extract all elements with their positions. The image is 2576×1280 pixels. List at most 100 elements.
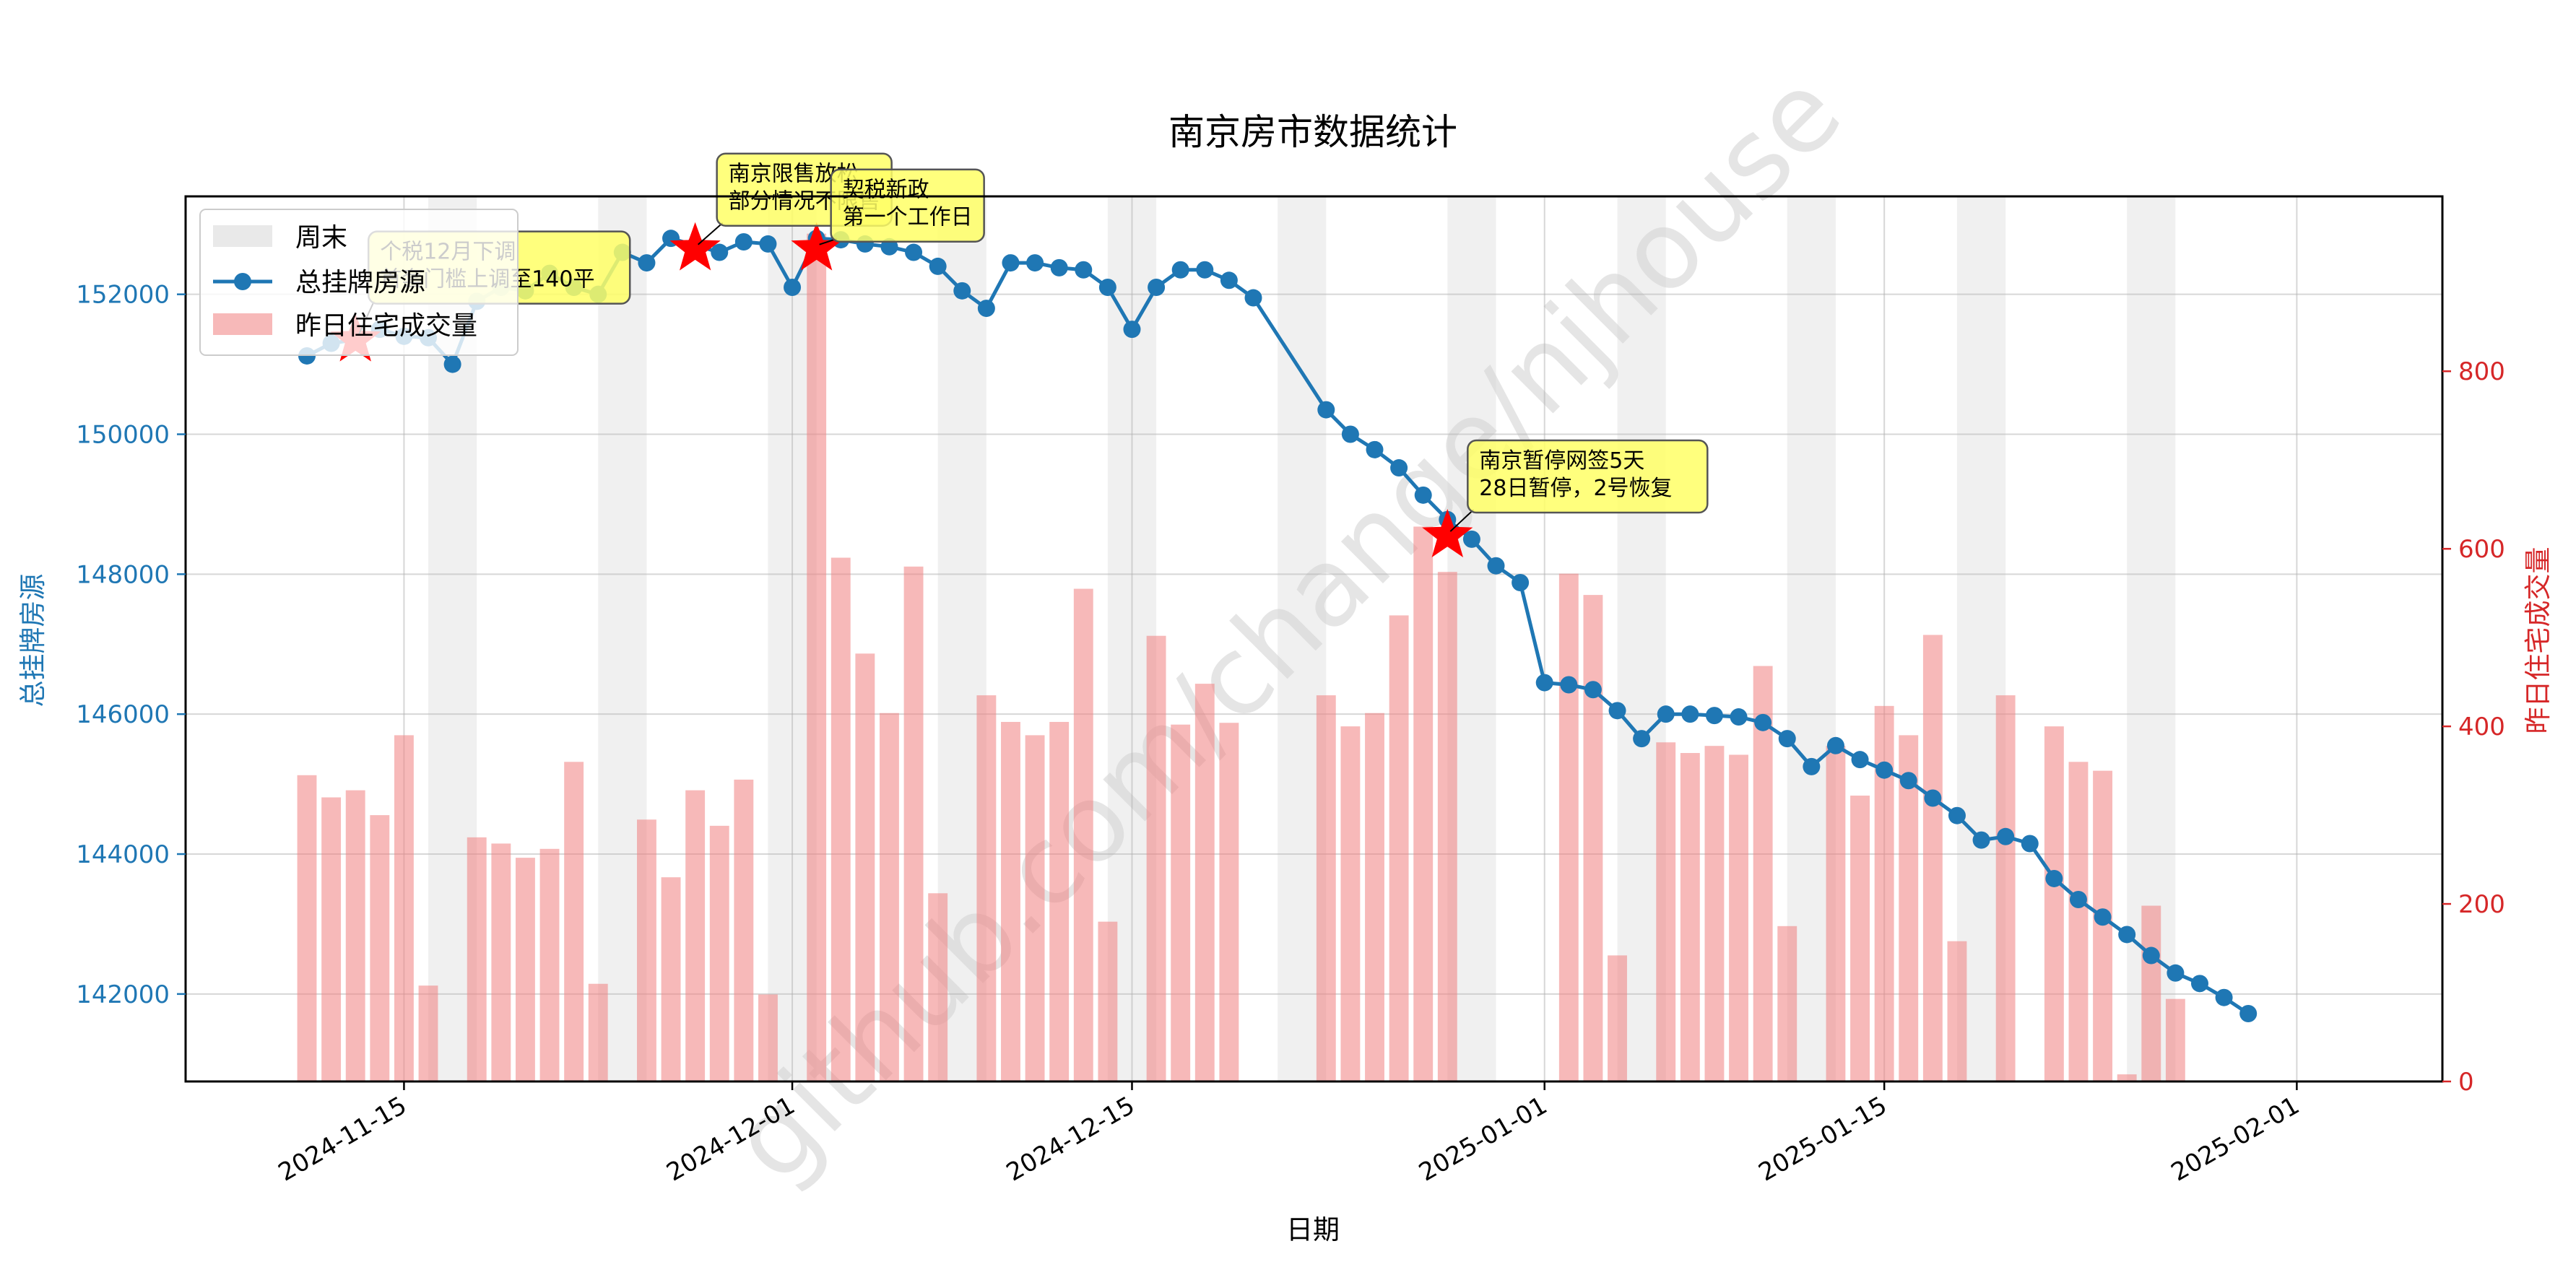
event-star-3 bbox=[1422, 509, 1473, 557]
bar-2024-11-20 bbox=[515, 858, 535, 1081]
listing-point-2024-12-01 bbox=[784, 278, 802, 296]
listing-point-2024-12-17 bbox=[1171, 261, 1189, 279]
listing-point-2025-01-10 bbox=[1754, 713, 1772, 731]
listing-point-2024-12-15 bbox=[1123, 321, 1141, 339]
bar-2025-01-08 bbox=[1704, 746, 1725, 1081]
legend-label-0: 周末 bbox=[295, 223, 347, 253]
x-tick-label-4: 2025-01-15 bbox=[1754, 1091, 1892, 1187]
bar-2024-11-27 bbox=[685, 790, 706, 1081]
listing-point-2024-12-09 bbox=[977, 300, 995, 318]
bar-2024-11-18 bbox=[467, 837, 487, 1081]
annotation-arrow bbox=[697, 222, 724, 245]
bar-2025-01-25 bbox=[2117, 1074, 2137, 1081]
listing-point-2025-01-09 bbox=[1730, 708, 1748, 726]
listing-point-2025-01-29 bbox=[2215, 988, 2233, 1006]
bar-2025-01-06 bbox=[1656, 742, 1676, 1081]
bar-2024-12-04 bbox=[855, 653, 875, 1081]
x-tick-label-2: 2024-12-15 bbox=[1002, 1091, 1140, 1187]
bar-2024-12-02 bbox=[807, 233, 827, 1081]
annotation-arrow bbox=[1449, 509, 1474, 532]
listing-point-2024-12-23 bbox=[1317, 401, 1335, 419]
bar-2025-01-09 bbox=[1729, 754, 1748, 1081]
bar-2025-01-24 bbox=[2093, 770, 2113, 1081]
listing-point-2024-12-07 bbox=[929, 257, 947, 275]
x-axis-label: 日期 bbox=[1286, 1214, 1340, 1245]
listing-point-2024-12-20 bbox=[1244, 289, 1262, 307]
x-tick-label-0: 2024-11-15 bbox=[274, 1091, 412, 1187]
bar-2024-12-24 bbox=[1340, 726, 1361, 1081]
bar-2024-12-06 bbox=[903, 566, 924, 1081]
bar-2024-11-21 bbox=[539, 848, 560, 1081]
bar-2024-12-19 bbox=[1219, 723, 1239, 1081]
bar-2025-01-10 bbox=[1753, 666, 1773, 1081]
listing-point-2025-01-28 bbox=[2190, 975, 2208, 993]
legend-label-2: 昨日住宅成交量 bbox=[295, 311, 477, 341]
bar-2024-11-11 bbox=[297, 775, 317, 1081]
bar-2024-12-03 bbox=[831, 557, 851, 1081]
listing-point-2025-01-12 bbox=[1803, 757, 1821, 775]
y-tick-label-3: 148000 bbox=[76, 560, 170, 589]
y2-tick-label-2: 400 bbox=[2458, 713, 2505, 741]
listing-point-2025-01-13 bbox=[1826, 736, 1844, 754]
bar-2024-12-18 bbox=[1194, 684, 1215, 1081]
listing-point-2025-01-24 bbox=[2094, 908, 2112, 926]
bar-2024-12-07 bbox=[928, 893, 948, 1081]
listing-point-2025-01-27 bbox=[2167, 964, 2185, 982]
bar-2025-01-18 bbox=[1947, 941, 1967, 1081]
listing-point-2024-12-27 bbox=[1414, 486, 1432, 504]
y2-tick-label-1: 200 bbox=[2458, 890, 2505, 919]
listing-point-2024-12-11 bbox=[1026, 254, 1044, 272]
bar-2024-11-14 bbox=[370, 815, 390, 1081]
y-tick-label-4: 150000 bbox=[76, 421, 170, 450]
bar-2025-01-22 bbox=[2044, 726, 2064, 1081]
bar-2024-12-09 bbox=[976, 695, 997, 1081]
listing-point-2025-01-03 bbox=[1584, 681, 1602, 699]
listing-point-2024-12-12 bbox=[1050, 258, 1068, 277]
listing-point-2024-12-16 bbox=[1148, 278, 1166, 296]
y-tick-label-1: 144000 bbox=[76, 840, 170, 869]
legend-swatch-weekend bbox=[213, 225, 272, 247]
legend-swatch-bar bbox=[213, 313, 272, 335]
listing-point-2024-12-29 bbox=[1462, 530, 1480, 548]
listing-point-2025-01-05 bbox=[1633, 730, 1651, 748]
event-star-1 bbox=[669, 222, 721, 271]
bar-2024-11-30 bbox=[758, 994, 778, 1081]
bar-2024-12-23 bbox=[1316, 695, 1336, 1081]
listing-point-2024-12-18 bbox=[1196, 261, 1214, 279]
listing-point-2024-11-17 bbox=[443, 355, 461, 373]
bar-2024-11-23 bbox=[588, 983, 608, 1081]
bar-2025-01-03 bbox=[1583, 595, 1603, 1081]
bar-2024-12-25 bbox=[1365, 713, 1384, 1081]
bar-2024-11-22 bbox=[564, 762, 584, 1081]
bar-2025-01-26 bbox=[2141, 905, 2161, 1081]
bar-2024-11-12 bbox=[321, 797, 342, 1081]
bar-2024-12-11 bbox=[1025, 735, 1045, 1081]
bar-2024-12-17 bbox=[1171, 724, 1191, 1081]
bar-2024-11-19 bbox=[491, 843, 511, 1081]
y-tick-label-0: 142000 bbox=[76, 980, 170, 1009]
bar-2024-11-15 bbox=[394, 735, 414, 1081]
bar-2024-11-25 bbox=[637, 819, 656, 1081]
y2-tick-label-3: 600 bbox=[2458, 535, 2505, 564]
listing-point-2024-12-14 bbox=[1098, 278, 1116, 296]
listing-point-2025-01-18 bbox=[1948, 806, 1966, 824]
bar-2024-11-28 bbox=[709, 825, 729, 1081]
bar-2025-01-02 bbox=[1558, 573, 1579, 1081]
listing-point-2025-01-07 bbox=[1681, 705, 1699, 723]
y-axis-label: 总挂牌房源 bbox=[17, 574, 48, 708]
listing-point-2024-12-26 bbox=[1390, 459, 1408, 477]
x-tick-label-3: 2025-01-01 bbox=[1414, 1091, 1552, 1187]
y2-tick-label-0: 0 bbox=[2458, 1068, 2474, 1097]
listing-point-2024-12-31 bbox=[1512, 573, 1530, 591]
listing-point-2025-01-08 bbox=[1705, 707, 1723, 725]
annotation-text: 28日暂停，2号恢复 bbox=[1479, 476, 1672, 501]
listing-point-2025-01-20 bbox=[1997, 827, 2015, 845]
bar-2024-12-10 bbox=[1001, 721, 1020, 1081]
listing-point-2025-01-30 bbox=[2239, 1004, 2258, 1022]
y2-axis-label: 昨日住宅成交量 bbox=[2523, 547, 2554, 734]
listing-point-2025-01-23 bbox=[2069, 891, 2087, 909]
